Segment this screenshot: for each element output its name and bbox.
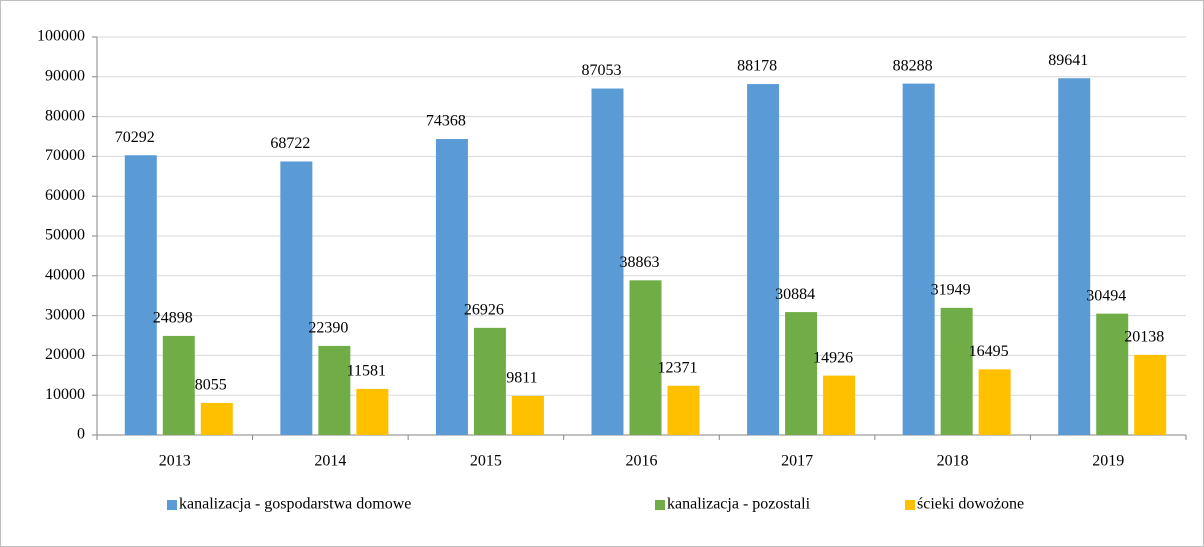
x-tick-label: 2018 <box>937 453 969 470</box>
y-tick-label: 70000 <box>45 147 85 164</box>
data-label: 70292 <box>115 129 155 146</box>
bar <box>785 312 818 435</box>
x-tick-label: 2017 <box>781 453 813 470</box>
bar <box>162 335 195 435</box>
data-label: 9811 <box>506 370 537 387</box>
data-label: 30494 <box>1086 287 1126 304</box>
y-tick-label: 90000 <box>45 67 85 84</box>
data-label: 22390 <box>308 320 348 337</box>
x-tick-label: 2013 <box>159 453 191 470</box>
bar <box>591 88 624 436</box>
bar <box>318 345 351 435</box>
y-tick-label: 80000 <box>45 107 85 124</box>
y-tick-label: 20000 <box>45 346 85 363</box>
data-label: 74368 <box>426 113 466 130</box>
bar <box>1096 313 1129 435</box>
bar <box>978 369 1011 435</box>
data-label: 12371 <box>658 359 698 376</box>
y-tick-label: 40000 <box>45 266 85 283</box>
y-tick-label: 100000 <box>37 28 85 45</box>
bar <box>1134 354 1167 435</box>
bar <box>667 385 700 435</box>
data-label: 68722 <box>270 135 310 152</box>
bar <box>280 161 313 435</box>
data-label: 14926 <box>813 349 853 366</box>
bar <box>1058 78 1091 435</box>
bar <box>823 375 856 435</box>
data-label: 88288 <box>893 57 933 74</box>
legend-swatch <box>905 500 915 510</box>
y-tick-label: 0 <box>77 426 85 443</box>
x-tick-label: 2016 <box>626 453 658 470</box>
x-tick-label: 2014 <box>314 453 346 470</box>
data-label: 31949 <box>931 282 971 299</box>
y-tick-label: 10000 <box>45 386 85 403</box>
data-label: 87053 <box>582 62 622 79</box>
data-label: 88178 <box>737 58 777 75</box>
legend-swatch <box>167 500 177 510</box>
bar <box>124 155 157 435</box>
y-tick-label: 60000 <box>45 187 85 204</box>
data-label: 11581 <box>347 363 386 380</box>
bar <box>902 83 935 435</box>
bar <box>435 139 468 435</box>
data-label: 30884 <box>775 286 815 303</box>
legend-label: kanalizacja - gospodarstwa domowe <box>179 496 411 513</box>
x-tick-label: 2019 <box>1092 453 1124 470</box>
bar <box>629 280 662 435</box>
y-tick-label: 30000 <box>45 306 85 323</box>
data-label: 16495 <box>969 343 1009 360</box>
legend-label: kanalizacja - pozostali <box>667 496 811 513</box>
bar <box>200 402 233 435</box>
data-label: 89641 <box>1048 52 1088 69</box>
legend-label: ścieki dowożone <box>917 496 1024 513</box>
data-label: 24898 <box>153 310 193 327</box>
y-tick-label: 50000 <box>45 227 85 244</box>
bar <box>473 327 506 435</box>
data-label: 20138 <box>1124 329 1164 346</box>
bar <box>747 84 780 435</box>
legend-swatch <box>655 500 665 510</box>
bar <box>511 395 544 435</box>
data-label: 38863 <box>620 254 660 271</box>
bar <box>356 388 389 435</box>
x-tick-label: 2015 <box>470 453 502 470</box>
data-label: 26926 <box>464 302 504 319</box>
data-label: 8055 <box>195 377 227 394</box>
bar <box>940 307 973 435</box>
